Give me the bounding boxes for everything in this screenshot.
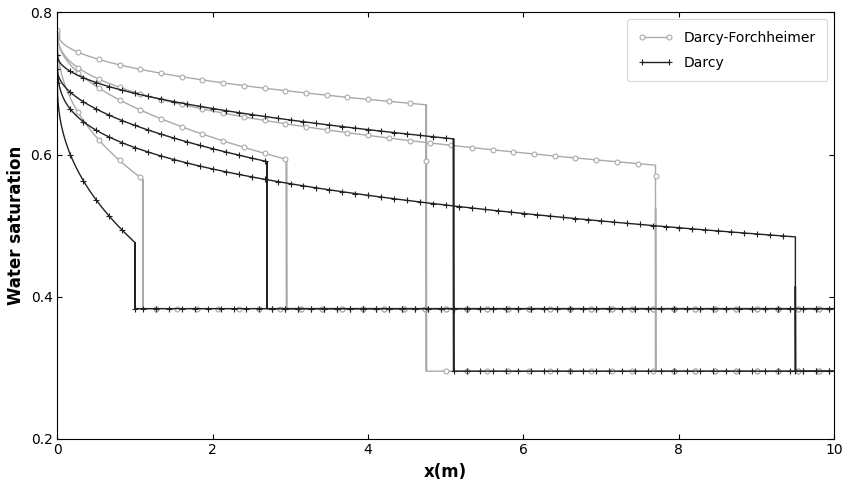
Darcy <box>740 305 750 311</box>
Line: Darcy: Darcy <box>54 81 837 312</box>
Darcy <box>509 305 519 311</box>
Darcy-Forchheimer <box>740 305 750 311</box>
Darcy <box>534 305 544 311</box>
Darcy <box>130 305 140 311</box>
Darcy <box>267 305 277 311</box>
Darcy <box>330 305 340 311</box>
Darcy <box>829 305 839 311</box>
Darcy-Forchheimer <box>534 305 544 311</box>
Darcy-Forchheimer <box>138 305 148 311</box>
Darcy-Forchheimer <box>829 305 839 311</box>
X-axis label: x(m): x(m) <box>424 463 468 481</box>
Darcy-Forchheimer <box>479 305 489 311</box>
Darcy-Forchheimer <box>330 305 340 311</box>
Y-axis label: Water saturation: Water saturation <box>7 146 25 305</box>
Line: Darcy-Forchheimer: Darcy-Forchheimer <box>55 35 836 311</box>
Legend: Darcy-Forchheimer, Darcy: Darcy-Forchheimer, Darcy <box>627 20 827 81</box>
Darcy-Forchheimer <box>509 305 519 311</box>
Darcy <box>52 81 62 86</box>
Darcy-Forchheimer <box>52 34 62 40</box>
Darcy-Forchheimer <box>267 305 277 311</box>
Darcy <box>479 305 489 311</box>
